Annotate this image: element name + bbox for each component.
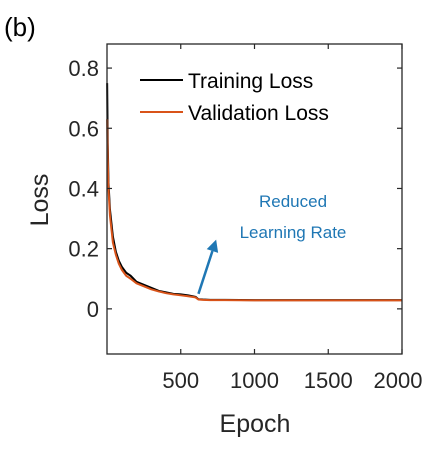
series-layer — [106, 83, 402, 302]
y-tick-label: 0.6 — [68, 116, 99, 141]
annotation-arrowhead — [206, 239, 219, 253]
annotation: Reduced Learning Rate — [197, 192, 347, 295]
annotation-line-2: Learning Rate — [240, 223, 347, 242]
x-tick-label: 500 — [162, 368, 199, 393]
x-axis-label: Epoch — [220, 410, 291, 438]
y-tick-label: 0.2 — [68, 237, 99, 262]
annotation-line-1: Reduced — [259, 192, 327, 211]
legend-label-validation: Validation Loss — [188, 102, 329, 125]
tick-layer: 500 1000 1500 2000 0 0.2 0.4 0.6 0.8 — [68, 44, 422, 393]
y-tick-label: 0.8 — [68, 56, 99, 81]
plot-area — [107, 44, 402, 354]
axes-frame — [106, 43, 403, 355]
x-tick-label: 2000 — [374, 368, 423, 393]
x-tick-label: 1500 — [304, 368, 353, 393]
y-tick-label: 0 — [87, 297, 99, 322]
panel-label: (b) — [4, 12, 36, 42]
legend: Training Loss Validation Loss — [140, 70, 329, 125]
legend-label-training: Training Loss — [188, 70, 313, 93]
series-line-validation-loss — [106, 119, 402, 302]
annotation-arrow — [197, 250, 214, 295]
x-tick-label: 1000 — [230, 368, 279, 393]
y-tick-label: 0.4 — [68, 176, 99, 201]
y-axis-label: Loss — [26, 174, 54, 227]
